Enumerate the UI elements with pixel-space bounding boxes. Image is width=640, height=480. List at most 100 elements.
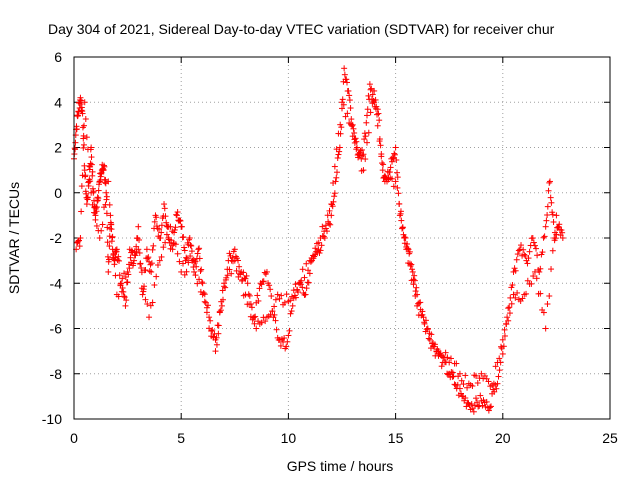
data-point <box>287 297 294 304</box>
data-point <box>246 301 253 308</box>
data-point <box>351 129 358 136</box>
data-point <box>303 260 310 267</box>
data-point <box>201 298 208 305</box>
data-point <box>161 201 168 208</box>
data-point <box>349 133 356 140</box>
data-point <box>138 264 145 271</box>
data-point <box>331 193 338 200</box>
data-point <box>172 241 179 248</box>
data-point <box>172 224 179 231</box>
data-point <box>360 167 367 174</box>
data-point <box>317 247 324 254</box>
data-point <box>511 265 518 272</box>
data-point <box>237 270 244 277</box>
data-point <box>326 220 333 227</box>
data-point <box>263 268 270 275</box>
data-point <box>531 242 538 249</box>
data-point <box>198 266 205 273</box>
data-point <box>413 284 420 291</box>
data-point <box>117 282 124 289</box>
data-point <box>92 216 99 223</box>
data-point <box>529 235 536 241</box>
data-point <box>328 201 335 208</box>
data-point <box>404 245 411 252</box>
data-point <box>448 369 455 376</box>
data-point <box>148 260 155 267</box>
data-point <box>344 79 351 86</box>
data-point <box>169 228 176 235</box>
data-point <box>408 277 415 284</box>
data-point <box>207 317 214 324</box>
data-point <box>361 136 368 143</box>
data-point <box>559 229 566 236</box>
data-point <box>371 87 378 94</box>
data-point <box>526 248 533 255</box>
data-point <box>153 214 160 221</box>
data-point <box>301 274 308 281</box>
data-point <box>154 262 161 269</box>
data-point <box>333 169 340 176</box>
data-point <box>198 279 205 286</box>
data-point <box>474 399 481 406</box>
data-point <box>374 122 381 129</box>
data-point <box>183 255 190 262</box>
y-tick-label: 0 <box>54 185 62 201</box>
data-point <box>83 201 90 208</box>
data-point <box>544 301 551 308</box>
data-point <box>79 110 86 117</box>
data-point <box>341 71 348 78</box>
data-point <box>176 217 183 224</box>
data-point <box>218 302 225 309</box>
data-point <box>366 81 373 88</box>
data-point <box>235 273 242 280</box>
data-point <box>106 201 113 208</box>
data-point <box>81 167 88 174</box>
data-point <box>75 238 82 245</box>
data-point <box>72 146 79 153</box>
data-point <box>504 314 511 321</box>
data-point <box>514 251 521 258</box>
data-point <box>337 121 344 128</box>
y-axis-label: SDTVAR / TECUs <box>6 182 22 294</box>
y-tick-label: -2 <box>50 230 63 246</box>
data-point <box>81 99 88 106</box>
data-point <box>477 392 484 399</box>
data-point <box>167 223 174 230</box>
data-point <box>178 268 185 275</box>
data-point <box>431 341 438 348</box>
data-point <box>335 151 342 158</box>
data-point <box>394 184 401 191</box>
data-point <box>530 239 537 246</box>
data-point <box>321 228 328 235</box>
data-point <box>409 268 416 275</box>
data-point <box>98 227 105 234</box>
data-point <box>551 237 558 244</box>
data-point <box>396 200 403 207</box>
data-point <box>96 178 103 185</box>
data-point <box>411 272 418 279</box>
data-point <box>374 111 381 118</box>
data-point <box>392 144 399 151</box>
data-point <box>428 331 435 338</box>
data-point <box>91 209 98 216</box>
data-point <box>546 178 553 185</box>
data-point <box>338 124 345 131</box>
data-point <box>327 221 334 228</box>
data-point <box>420 314 427 321</box>
data-point <box>140 286 147 293</box>
data-point <box>478 370 485 377</box>
data-point <box>378 151 385 158</box>
data-point <box>79 172 86 179</box>
data-point <box>324 212 331 219</box>
y-tick-label: -4 <box>50 275 63 291</box>
x-tick-label: 10 <box>281 430 297 446</box>
data-point <box>251 320 258 327</box>
data-point <box>135 246 142 253</box>
data-point <box>95 195 102 202</box>
data-point <box>181 244 188 251</box>
y-tick-label: -8 <box>50 366 63 382</box>
data-point <box>156 226 163 233</box>
data-point <box>82 115 89 122</box>
data-point <box>96 235 103 241</box>
data-point <box>547 194 554 201</box>
